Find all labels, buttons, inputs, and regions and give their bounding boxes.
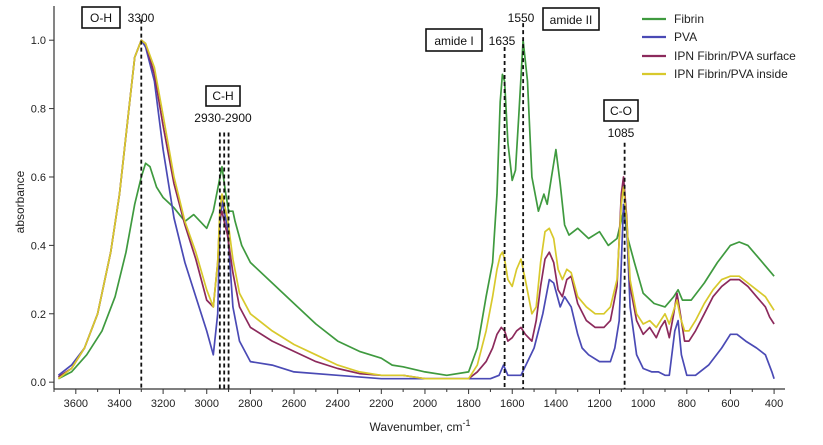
annotation-co-value: 1085 [608,126,635,140]
x-tick-label: 1000 [631,398,655,410]
y-tick-label: 0.2 [31,309,46,321]
x-tick-label: 1600 [500,398,524,410]
x-tick-label: 1200 [587,398,611,410]
annotation-amide-i-box [425,28,483,52]
legend-item-pva: PVA [642,30,697,44]
annotation-amide-i: amide I 1635 [425,28,516,52]
annotation-oh-label: O-H [90,11,112,25]
series-line-pva [57,39,775,380]
legend-item-fibrin: Fibrin [642,12,704,26]
x-tick-label: 400 [765,398,783,410]
legend-label-ipn-surface: IPN Fibrin/PVA surface [674,49,796,63]
annotation-amide-ii-value: 1550 [508,11,535,25]
x-tick-label: 3600 [64,398,88,410]
annotation-ch-label: C-H [212,89,233,103]
y-tick-label: 0.0 [31,377,46,389]
annotation-ch-value: 2930-2900 [194,111,252,125]
legend-item-ipn-inside: IPN Fibrin/PVA inside [642,67,788,81]
y-tick-label: 0.8 [31,104,46,116]
x-tick-label: 3000 [195,398,219,410]
x-axis-title: Wavenumber, cm-1 [370,418,471,434]
series-line-fibrin [58,39,775,380]
series-line-ipn-surface [57,39,775,380]
y-tick-label: 0.4 [31,240,46,252]
x-tick-label: 2800 [238,398,262,410]
annotation-oh-box [81,6,121,29]
x-tick-label: 800 [678,398,696,410]
annotation-amide-i-label: amide I [434,34,473,48]
annotation-co-label: C-O [610,104,632,118]
series-layer [57,39,775,380]
annotation-amide-i-value: 1635 [489,34,516,48]
series-line-ipn-inside [57,39,775,380]
y-tick-label: 0.6 [31,172,46,184]
annotation-ch-box [205,85,241,107]
annotation-co: C-O 1085 [603,99,639,140]
x-tick-label: 1400 [544,398,568,410]
legend-label-fibrin: Fibrin [674,12,704,26]
x-tick-label: 2400 [325,398,349,410]
x-axis-title-superscript: -1 [462,418,470,428]
y-axis-ticks: 0.0 0.2 0.4 0.6 0.8 1.0 [31,35,54,389]
legend-label-pva: PVA [674,30,697,44]
x-tick-label: 600 [721,398,739,410]
x-axis-title-main: Wavenumber, cm [370,420,463,434]
annotation-amide-ii-label: amide II [550,13,593,27]
legend-item-ipn-surface: IPN Fibrin/PVA surface [642,49,796,63]
legend-label-ipn-inside: IPN Fibrin/PVA inside [674,67,788,81]
x-axis-ticks: 3600 3400 3200 3000 2800 2600 2400 2200 2000 1800… [53,389,783,410]
legend: Fibrin PVA IPN Fibrin/PVA surface IPN Fi… [642,12,796,81]
x-tick-label: 3200 [151,398,175,410]
annotation-oh: O-H 3300 [81,6,155,29]
x-tick-label: 1800 [456,398,480,410]
x-tick-label: 2200 [369,398,393,410]
annotation-ch: C-H 2930-2900 [194,85,252,125]
annotation-amide-ii: amide II 1550 [508,7,600,31]
x-tick-label: 3400 [107,398,131,410]
x-tick-label: 2000 [413,398,437,410]
annotation-co-box [603,99,639,122]
x-tick-label: 2600 [282,398,306,410]
y-tick-label: 1.0 [31,35,46,47]
annotation-oh-value: 3300 [128,11,155,25]
annotation-amide-ii-box [542,7,600,31]
reference-lines [140,19,626,389]
y-axis-title: absorbance [13,170,27,233]
